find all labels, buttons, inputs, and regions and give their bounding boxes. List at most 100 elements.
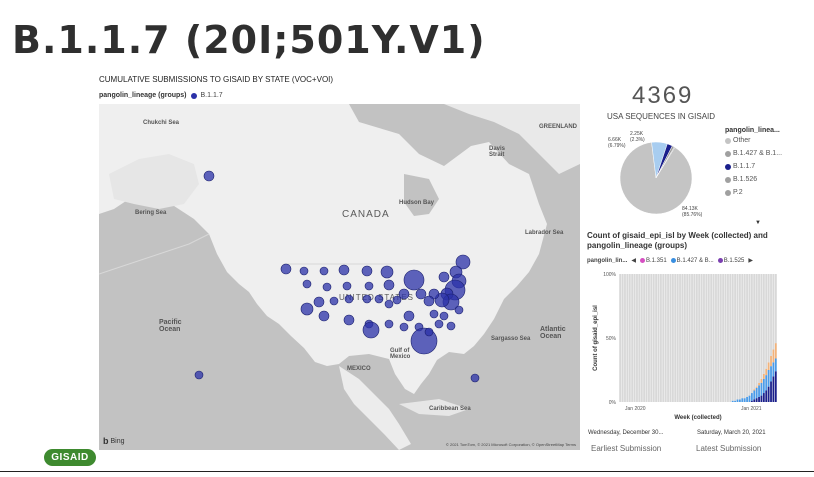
week-bar-segment[interactable]	[621, 274, 624, 402]
week-bar-segment[interactable]	[712, 274, 715, 402]
week-bar-segment[interactable]	[664, 274, 667, 402]
legend-prev-icon[interactable]: ◀	[631, 258, 636, 264]
pie-slice[interactable]	[655, 146, 676, 179]
week-bar-segment[interactable]	[640, 274, 643, 402]
week-bar-segment[interactable]	[693, 274, 696, 402]
state-bubble[interactable]	[423, 295, 435, 307]
lineage-pie-chart[interactable]: 2.25K (2.3%) 6.66K (6.79%) 84.13K (85.76%)	[590, 128, 730, 228]
week-bar-segment[interactable]	[750, 400, 753, 402]
pie-legend-item[interactable]: B.1.526	[725, 176, 782, 183]
week-bar-segment[interactable]	[719, 274, 722, 402]
week-bar-segment[interactable]	[741, 398, 744, 402]
week-bar-segment[interactable]	[774, 274, 777, 344]
week-bar-segment[interactable]	[767, 370, 770, 387]
week-bar-segment[interactable]	[638, 274, 641, 402]
state-map[interactable]: Chukchi Sea Bering Sea CANADA Hudson Bay…	[99, 104, 580, 450]
week-bar-segment[interactable]	[746, 396, 748, 402]
state-bubble[interactable]	[322, 282, 332, 292]
week-bar-segment[interactable]	[765, 375, 768, 391]
week-bar-segment[interactable]	[770, 381, 772, 402]
state-bubble[interactable]	[439, 311, 449, 321]
week-bar-segment[interactable]	[762, 393, 765, 402]
state-bubble[interactable]	[454, 305, 464, 315]
pie-legend-item[interactable]: B.1.427 & B.1...	[725, 150, 782, 157]
week-bar-segment[interactable]	[700, 274, 703, 402]
week-bar-segment[interactable]	[741, 274, 744, 399]
week-bar-segment[interactable]	[753, 389, 756, 391]
week-bar-segment[interactable]	[703, 274, 705, 402]
week-bar-segment[interactable]	[674, 274, 677, 402]
week-bar-segment[interactable]	[760, 378, 763, 383]
week-bar-segment[interactable]	[717, 274, 720, 402]
week-bar-segment[interactable]	[765, 274, 768, 369]
week-bar-segment[interactable]	[645, 274, 648, 402]
week-bar-segment[interactable]	[686, 274, 689, 402]
week-bar-segment[interactable]	[707, 274, 710, 402]
week-legend-item[interactable]: B.1.427 & B...	[670, 258, 714, 264]
week-bar-segment[interactable]	[681, 274, 684, 402]
week-bar-segment[interactable]	[770, 274, 772, 356]
week-bar-segment[interactable]	[774, 371, 777, 402]
pie-legend-item[interactable]: Other	[725, 137, 782, 144]
week-bar-segment[interactable]	[738, 274, 741, 400]
pie-legend-item[interactable]: P.2	[725, 189, 782, 196]
state-bubble[interactable]	[383, 279, 395, 291]
week-bar-segment[interactable]	[753, 274, 756, 390]
week-bar-segment[interactable]	[710, 274, 713, 402]
week-bar-segment[interactable]	[762, 373, 765, 379]
week-bar-segment[interactable]	[772, 274, 775, 350]
week-legend-item[interactable]: B.1.351	[639, 258, 667, 264]
week-bar-segment[interactable]	[772, 376, 775, 402]
week-bar-segment[interactable]	[729, 274, 732, 402]
week-legend-item[interactable]: B.1.525	[717, 258, 744, 264]
week-bar-segment[interactable]	[734, 400, 737, 402]
week-bar-segment[interactable]	[731, 274, 734, 401]
week-bar-segment[interactable]	[633, 274, 636, 402]
state-bubble[interactable]	[403, 310, 415, 322]
week-bar-segment[interactable]	[738, 399, 741, 402]
week-bar-segment[interactable]	[727, 274, 729, 402]
week-bar-segment[interactable]	[748, 274, 751, 396]
week-bar-segment[interactable]	[770, 355, 772, 367]
week-bar-segment[interactable]	[619, 274, 622, 402]
week-bar-segment[interactable]	[755, 386, 758, 388]
state-bubble[interactable]	[384, 319, 394, 329]
week-bar-segment[interactable]	[698, 274, 701, 402]
state-bubble[interactable]	[399, 322, 409, 332]
state-bubble[interactable]	[384, 299, 394, 309]
state-bubble[interactable]	[434, 319, 444, 329]
state-bubble[interactable]	[380, 265, 394, 279]
week-bar-segment[interactable]	[758, 382, 760, 386]
week-bar-segment[interactable]	[679, 274, 681, 402]
week-bar-segment[interactable]	[753, 399, 756, 402]
state-bubble[interactable]	[318, 310, 330, 322]
week-bar-segment[interactable]	[731, 400, 734, 402]
state-bubble[interactable]	[329, 296, 339, 306]
week-bar-segment[interactable]	[657, 274, 660, 402]
week-bar-segment[interactable]	[688, 274, 691, 402]
week-bar-segment[interactable]	[753, 390, 756, 400]
week-bar-segment[interactable]	[667, 274, 669, 402]
state-bubble[interactable]	[446, 321, 456, 331]
week-bar-segment[interactable]	[767, 274, 770, 363]
legend-next-icon[interactable]: ▶	[748, 258, 753, 264]
week-bar-segment[interactable]	[628, 274, 631, 402]
week-bar-segment[interactable]	[671, 274, 674, 402]
state-bubble[interactable]	[302, 279, 312, 289]
week-bar-segment[interactable]	[636, 274, 638, 402]
state-bubble[interactable]	[194, 370, 204, 380]
state-bubble[interactable]	[362, 321, 380, 339]
state-bubble[interactable]	[280, 263, 292, 275]
week-bar-segment[interactable]	[760, 395, 763, 402]
week-bar-segment[interactable]	[736, 399, 739, 402]
week-bar-segment[interactable]	[767, 386, 770, 402]
week-bar-segment[interactable]	[631, 274, 634, 402]
week-bar-segment[interactable]	[683, 274, 686, 402]
week-bar-segment[interactable]	[626, 274, 629, 402]
week-bar-segment[interactable]	[774, 358, 777, 372]
week-bar-segment[interactable]	[722, 274, 725, 402]
week-bar-segment[interactable]	[655, 274, 658, 402]
week-bar-segment[interactable]	[715, 274, 717, 402]
state-bubble[interactable]	[455, 254, 471, 270]
week-bar-segment[interactable]	[676, 274, 679, 402]
